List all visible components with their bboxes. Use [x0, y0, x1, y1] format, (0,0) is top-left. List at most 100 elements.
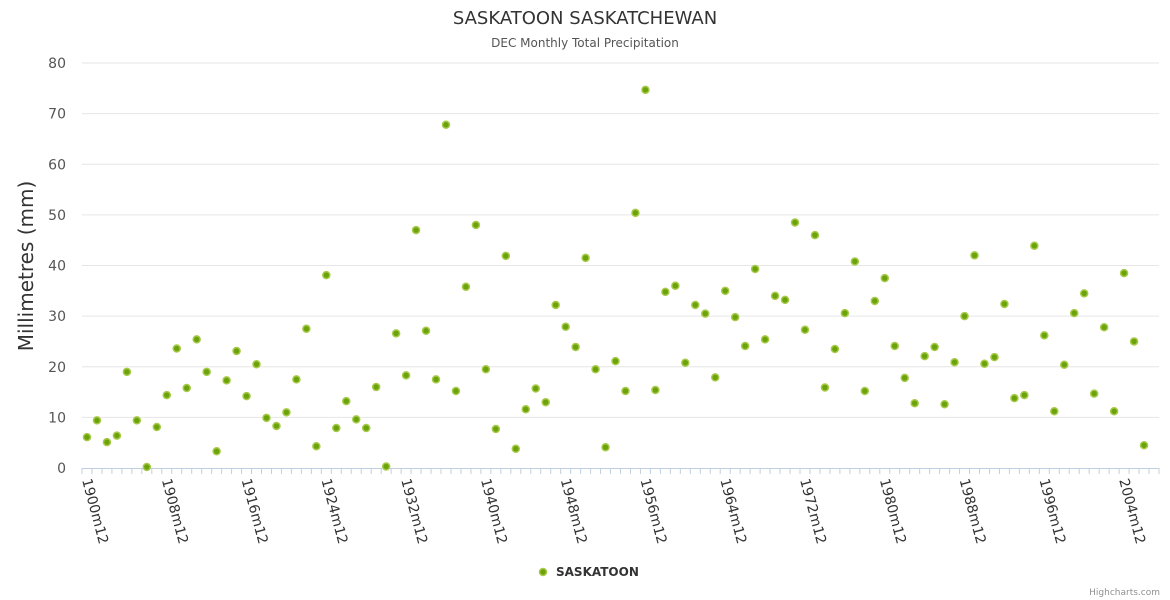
data-point[interactable]	[1079, 289, 1089, 298]
data-point[interactable]	[92, 416, 102, 425]
data-point[interactable]	[112, 431, 122, 440]
data-point[interactable]	[810, 230, 820, 240]
data-point[interactable]	[541, 397, 550, 407]
data-point[interactable]	[122, 367, 132, 377]
data-point[interactable]	[252, 359, 261, 369]
data-point[interactable]	[142, 462, 152, 472]
data-point[interactable]	[242, 391, 251, 401]
data-point[interactable]	[730, 312, 740, 322]
legend-item-saskatoon[interactable]: SASKATOON	[556, 565, 639, 579]
data-point[interactable]	[82, 432, 92, 442]
data-point[interactable]	[391, 329, 401, 338]
data-point[interactable]	[162, 390, 172, 400]
data-point[interactable]	[401, 371, 411, 380]
data-point[interactable]	[411, 225, 421, 235]
data-point[interactable]	[371, 382, 381, 392]
data-point[interactable]	[691, 300, 700, 310]
data-point[interactable]	[1099, 323, 1109, 332]
data-point[interactable]	[860, 386, 870, 396]
data-point[interactable]	[820, 383, 830, 392]
data-point[interactable]	[421, 326, 431, 336]
data-point[interactable]	[292, 375, 301, 384]
credits-link[interactable]: Highcharts.com	[1089, 588, 1160, 598]
data-point[interactable]	[232, 346, 241, 356]
data-point[interactable]	[1000, 299, 1009, 309]
data-point[interactable]	[1020, 390, 1029, 400]
data-point[interactable]	[910, 398, 919, 408]
data-point[interactable]	[651, 385, 660, 395]
data-point[interactable]	[1139, 440, 1149, 450]
data-point[interactable]	[681, 358, 690, 367]
data-point[interactable]	[990, 352, 999, 362]
data-point[interactable]	[282, 408, 291, 417]
data-point[interactable]	[511, 444, 521, 454]
data-point[interactable]	[1010, 393, 1019, 403]
data-point[interactable]	[501, 251, 511, 261]
data-point[interactable]	[740, 341, 750, 351]
data-point[interactable]	[980, 359, 989, 368]
data-point[interactable]	[1040, 331, 1049, 340]
data-point[interactable]	[1119, 268, 1129, 278]
data-point[interactable]	[900, 373, 909, 383]
data-point[interactable]	[451, 386, 461, 396]
data-point[interactable]	[641, 85, 650, 95]
data-point[interactable]	[132, 416, 142, 425]
data-point[interactable]	[361, 423, 371, 433]
data-point[interactable]	[322, 270, 331, 280]
data-point[interactable]	[950, 357, 959, 367]
data-point[interactable]	[561, 322, 570, 332]
data-point[interactable]	[1069, 308, 1079, 318]
data-point[interactable]	[850, 257, 860, 266]
data-point[interactable]	[890, 341, 899, 351]
data-point[interactable]	[750, 264, 760, 274]
data-point[interactable]	[431, 375, 441, 384]
data-point[interactable]	[920, 351, 929, 361]
data-point[interactable]	[342, 396, 351, 406]
data-point[interactable]	[780, 295, 790, 305]
data-point[interactable]	[172, 344, 181, 353]
data-point[interactable]	[720, 286, 730, 296]
data-point[interactable]	[471, 220, 481, 230]
data-point[interactable]	[940, 399, 949, 409]
data-point[interactable]	[970, 251, 979, 260]
data-point[interactable]	[710, 373, 720, 382]
data-point[interactable]	[481, 365, 491, 374]
data-point[interactable]	[830, 344, 840, 354]
data-point[interactable]	[531, 384, 540, 393]
data-point[interactable]	[601, 442, 610, 452]
legend-marker[interactable]	[538, 567, 548, 577]
data-point[interactable]	[880, 273, 890, 283]
data-point[interactable]	[581, 253, 590, 263]
legend[interactable]: SASKATOON	[538, 565, 639, 579]
data-point[interactable]	[790, 218, 800, 227]
data-point[interactable]	[212, 447, 221, 456]
data-point[interactable]	[800, 325, 810, 335]
data-point[interactable]	[631, 208, 640, 218]
data-point[interactable]	[222, 376, 231, 385]
data-point[interactable]	[461, 282, 471, 292]
data-point[interactable]	[102, 437, 112, 447]
data-point[interactable]	[491, 424, 501, 434]
data-point[interactable]	[302, 324, 311, 334]
data-point[interactable]	[182, 383, 191, 393]
data-point[interactable]	[960, 311, 969, 321]
data-point[interactable]	[1109, 407, 1119, 416]
data-point[interactable]	[152, 422, 162, 432]
data-point[interactable]	[591, 365, 600, 374]
data-point[interactable]	[381, 462, 391, 471]
data-point[interactable]	[551, 300, 560, 310]
data-point[interactable]	[571, 342, 580, 352]
data-point[interactable]	[1030, 241, 1039, 251]
data-point[interactable]	[1060, 360, 1069, 369]
data-point[interactable]	[760, 335, 770, 344]
data-point[interactable]	[701, 309, 710, 318]
data-point[interactable]	[521, 405, 531, 414]
data-point[interactable]	[1129, 337, 1139, 346]
data-point[interactable]	[351, 415, 361, 424]
data-point[interactable]	[611, 356, 620, 366]
data-point[interactable]	[192, 335, 201, 344]
data-point[interactable]	[1089, 389, 1099, 398]
data-point[interactable]	[840, 308, 850, 318]
data-point[interactable]	[770, 291, 780, 301]
data-point[interactable]	[671, 281, 680, 290]
